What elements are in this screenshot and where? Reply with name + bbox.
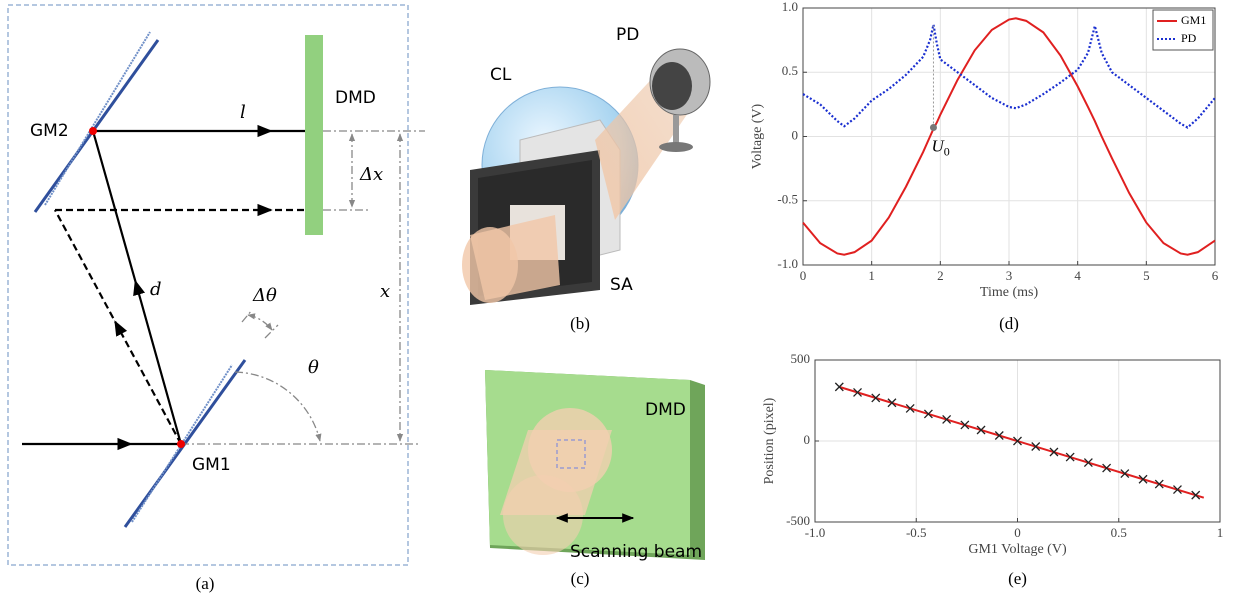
y-tick-label: 1.0	[782, 0, 798, 14]
photodiode-lens	[652, 62, 692, 110]
pivot	[177, 440, 185, 448]
x-tick-label: 5	[1143, 268, 1150, 283]
legend-label: GM1	[1181, 13, 1206, 27]
label: Δθ	[252, 285, 277, 306]
pivot	[89, 127, 97, 135]
label: l	[240, 102, 246, 123]
label: x	[380, 281, 390, 302]
x-tick-label: 2	[937, 268, 944, 283]
label: Δx	[359, 164, 383, 185]
y-tick-label: 0	[804, 432, 811, 447]
dmd	[305, 35, 323, 235]
y-tick-label: -0.5	[777, 192, 798, 207]
label: DMD	[645, 400, 686, 420]
label: Scanning beam	[570, 542, 702, 562]
caption: (d)	[999, 314, 1019, 333]
caption: (b)	[570, 314, 590, 333]
label: DMD	[335, 88, 376, 108]
label: SA	[610, 275, 633, 295]
annotation-point	[930, 124, 937, 131]
x-tick-label: 6	[1212, 268, 1219, 283]
x-axis-label: Time (ms)	[980, 285, 1039, 300]
y-tick-label: 0.5	[782, 63, 798, 78]
panel-b: PD CL SA (b)	[462, 25, 710, 333]
legend-label: PD	[1181, 31, 1197, 45]
label: GM2	[30, 121, 69, 141]
figure: GM2 DMD l Δx d x Δθ θ GM1 (a) PD CL SA (…	[0, 0, 1237, 600]
x-tick-label: -0.5	[906, 525, 927, 540]
y-tick-label: 500	[791, 351, 811, 366]
x-tick-label: 1	[868, 268, 875, 283]
panel-c: DMD Scanning beam (c)	[485, 370, 705, 588]
y-tick-label: 0	[792, 127, 799, 142]
annotation-subscript: 0	[944, 144, 950, 158]
caption: (c)	[571, 569, 590, 588]
y-axis-label: Voltage (V)	[750, 103, 765, 169]
y-axis-label: Position (pixel)	[762, 397, 777, 484]
x-tick-label: 1	[1217, 525, 1224, 540]
x-tick-label: 0.5	[1111, 525, 1127, 540]
post	[673, 115, 679, 145]
label: GM1	[192, 455, 231, 475]
x-tick-label: 0	[1014, 525, 1021, 540]
label: PD	[616, 25, 639, 45]
label: CL	[490, 65, 512, 85]
y-tick-label: -1.0	[777, 256, 798, 271]
y-tick-label: -500	[786, 513, 810, 528]
beam	[462, 227, 518, 303]
mirror-rotated	[45, 32, 150, 205]
caption: (a)	[196, 574, 215, 593]
x-tick-label: 3	[1006, 268, 1013, 283]
label: d	[150, 279, 162, 300]
label: θ	[308, 357, 319, 378]
x-axis-label: GM1 Voltage (V)	[968, 542, 1067, 557]
post-base	[659, 142, 693, 152]
x-tick-label: 4	[1074, 268, 1081, 283]
panel-a: GM2 DMD l Δx d x Δθ θ GM1 (a)	[8, 5, 425, 593]
caption: (e)	[1008, 569, 1027, 588]
x-tick-label: 0	[800, 268, 807, 283]
